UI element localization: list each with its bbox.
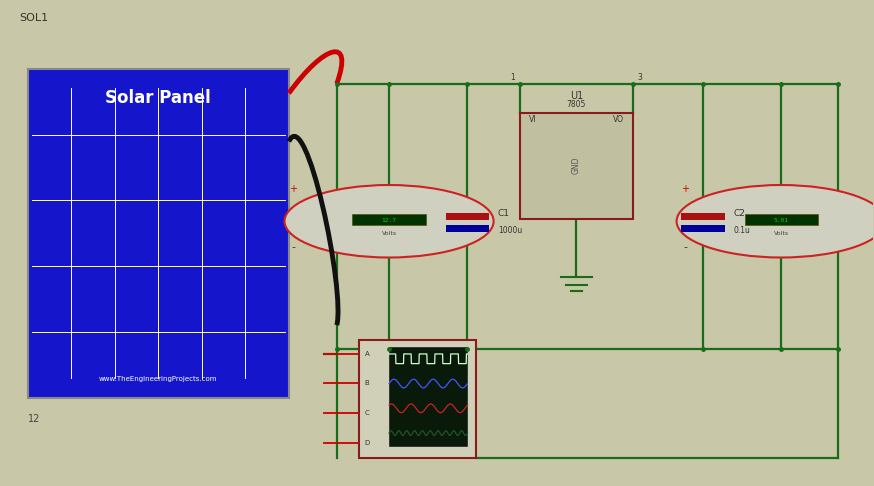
Text: -: - [683,242,687,252]
Text: 5.01: 5.01 [773,218,788,223]
Text: +: + [682,184,690,194]
FancyBboxPatch shape [446,225,489,232]
FancyBboxPatch shape [745,214,818,225]
Text: VO: VO [614,115,624,124]
Text: Volts: Volts [773,231,788,236]
Text: www.TheEngineeringProjects.com: www.TheEngineeringProjects.com [99,376,218,382]
Text: 3: 3 [637,73,642,82]
Text: C2: C2 [733,209,746,218]
FancyBboxPatch shape [681,225,725,232]
Text: Volts: Volts [382,231,397,236]
Text: -: - [291,242,295,252]
FancyBboxPatch shape [27,69,289,398]
Text: VI: VI [529,115,536,124]
Text: Solar Panel: Solar Panel [106,89,212,107]
Text: GND: GND [572,157,581,174]
Text: U1: U1 [570,91,583,101]
FancyBboxPatch shape [352,214,426,225]
Text: 12.7: 12.7 [382,218,397,223]
Text: B: B [364,381,370,386]
Text: 1: 1 [510,73,516,82]
Ellipse shape [285,185,494,258]
Text: C1: C1 [498,209,510,218]
FancyBboxPatch shape [681,212,725,220]
FancyBboxPatch shape [358,340,476,458]
Text: A: A [364,351,370,357]
Text: +: + [289,184,297,194]
Text: 1000u: 1000u [498,226,523,235]
FancyBboxPatch shape [389,347,468,446]
Text: 7805: 7805 [566,100,586,109]
Text: D: D [364,440,370,446]
FancyBboxPatch shape [446,212,489,220]
Text: C: C [364,410,370,416]
Text: 12: 12 [27,414,40,424]
Text: 0.1u: 0.1u [733,226,750,235]
Ellipse shape [676,185,874,258]
FancyBboxPatch shape [520,113,633,219]
Text: SOL1: SOL1 [19,14,48,23]
